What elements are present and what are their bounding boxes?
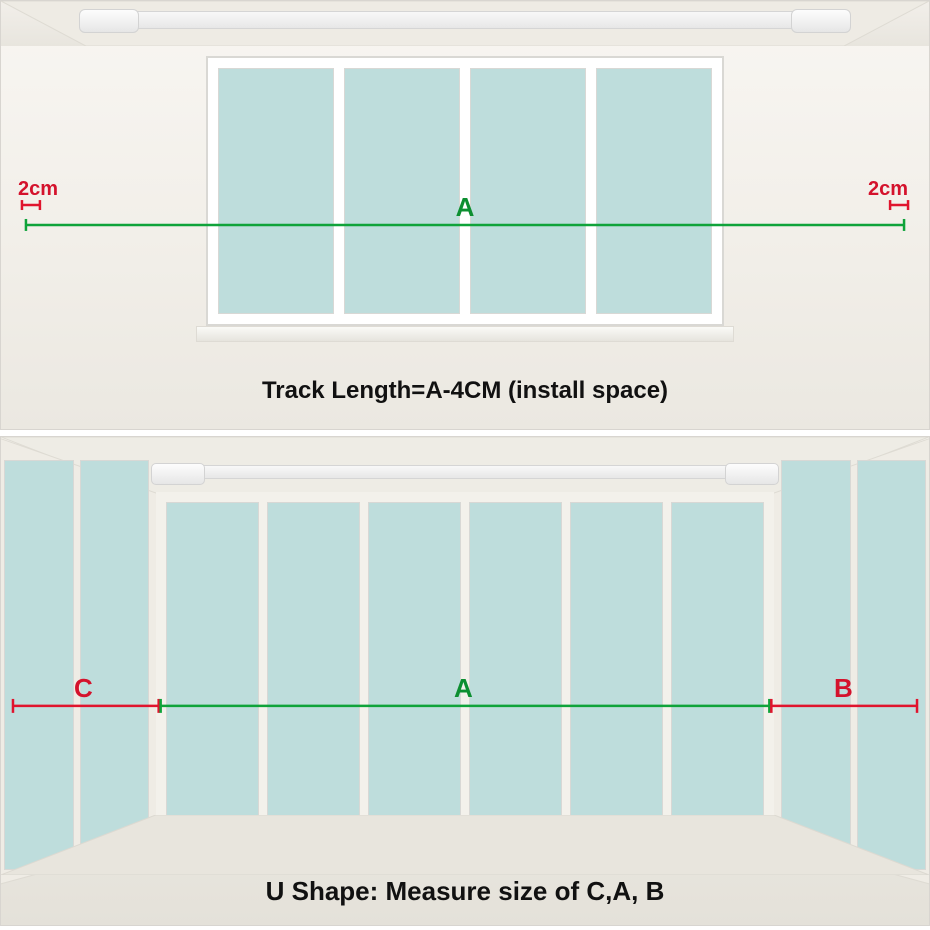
window-pane [857, 460, 927, 870]
curtain-track [86, 11, 844, 29]
window-pane [671, 502, 764, 832]
window-pane [218, 68, 334, 314]
window-pane [166, 502, 259, 832]
caption-straight: Track Length=A-4CM (install space) [1, 377, 929, 405]
diagram-u-shape-track: C A B U Shape: Measure size of C,A, B [0, 436, 930, 926]
caption-u-shape: U Shape: Measure size of C,A, B [1, 876, 929, 907]
curtain-track [156, 465, 774, 479]
window-pane [596, 68, 712, 314]
window [206, 56, 724, 326]
window-pane [80, 460, 150, 870]
diagram-straight-track: 2cm 2cm A Track Length=A-4CM (install sp… [0, 0, 930, 430]
window-sill [196, 326, 734, 342]
track-motor-right [791, 9, 851, 33]
floor [1, 815, 929, 875]
dimension-label-B: B [834, 673, 853, 704]
window-pane [570, 502, 663, 832]
dimension-label-C: C [74, 673, 93, 704]
window-pane [781, 460, 851, 870]
window-pane [344, 68, 460, 314]
track-motor-left [79, 9, 139, 33]
dimension-label-A: A [454, 673, 473, 704]
window-pane [368, 502, 461, 832]
dimension-label-A: A [1, 192, 929, 223]
back-wall-window [156, 492, 774, 842]
window-pane [469, 502, 562, 832]
window-pane [267, 502, 360, 832]
window-pane [4, 460, 74, 870]
window-pane [470, 68, 586, 314]
